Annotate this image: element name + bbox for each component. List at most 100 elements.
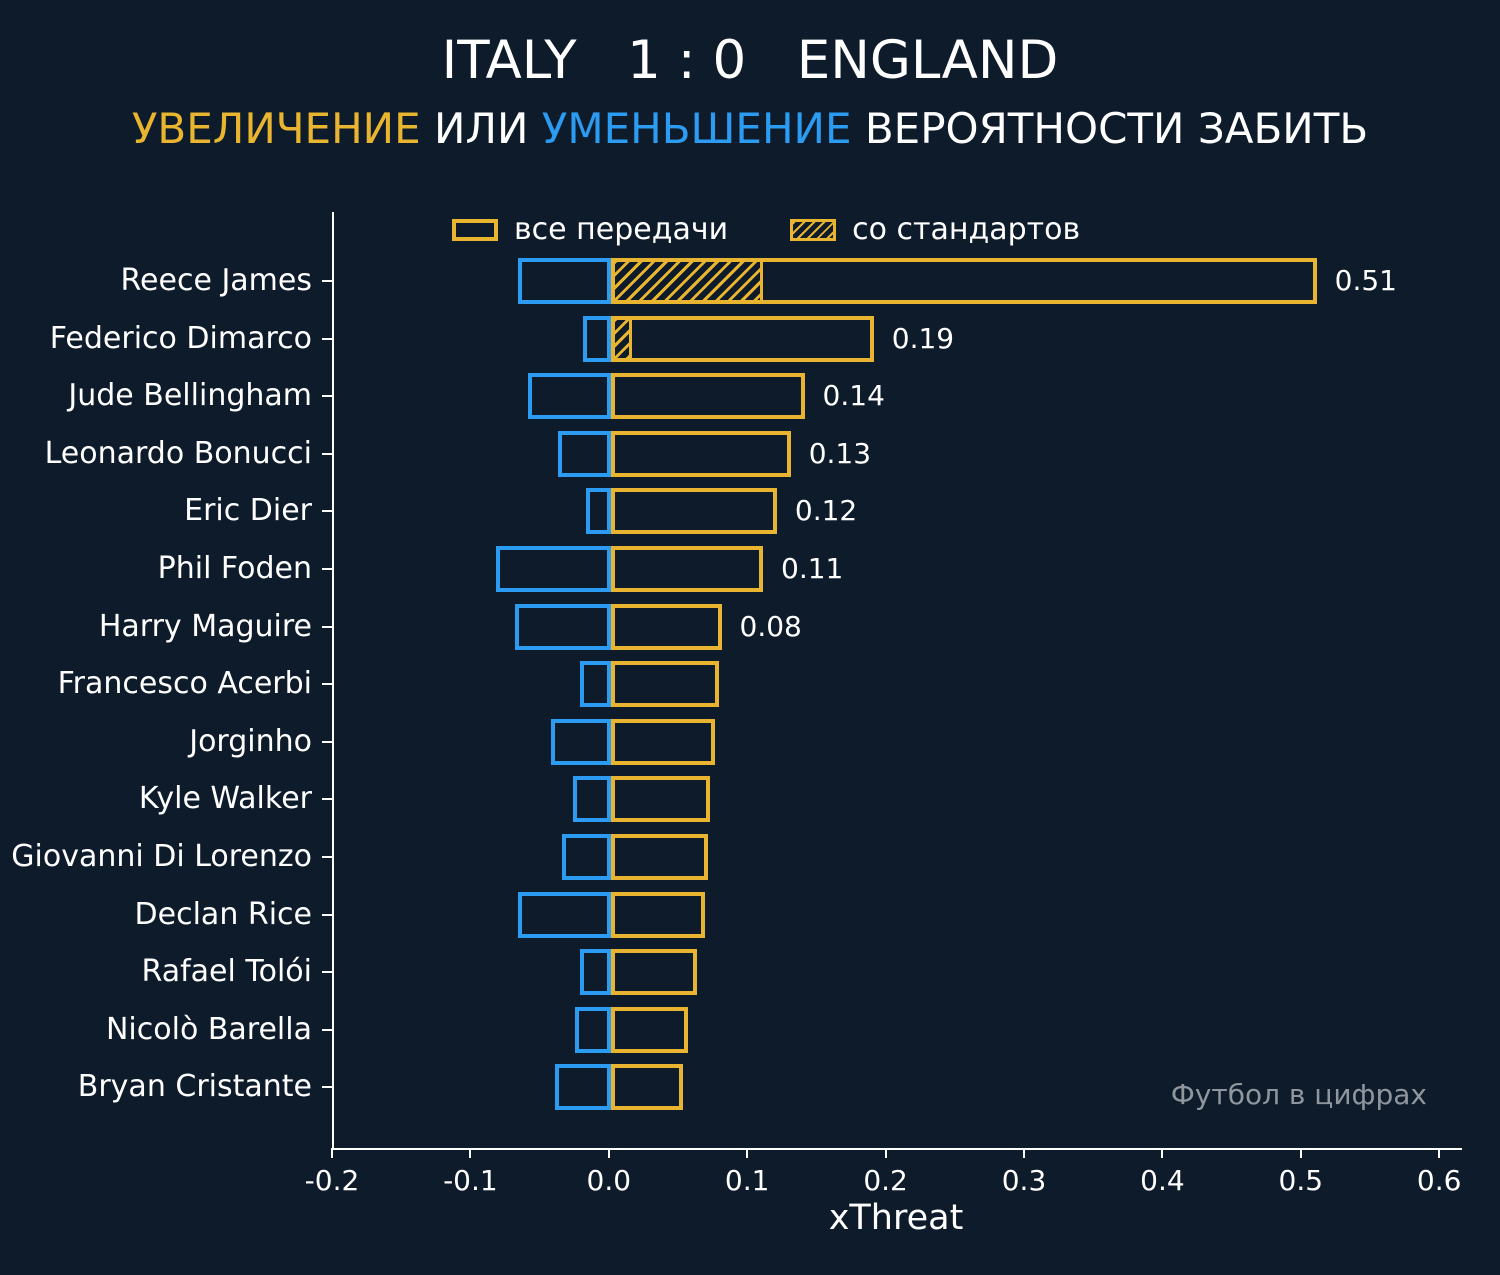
x-tick-label: 0.2 — [863, 1164, 908, 1197]
legend-label-all-passes: все передачи — [514, 212, 729, 247]
y-tick — [322, 337, 332, 340]
plot-area: все передачи со стандартов 0.51 0.19 0.14 0… — [332, 212, 1462, 1150]
bar-set-pieces — [610, 315, 632, 362]
bar-all-passes — [610, 949, 697, 996]
bar-all-passes — [610, 1006, 689, 1053]
y-tick — [322, 280, 332, 282]
x-tick — [469, 1148, 472, 1158]
x-tick-label: 0.4 — [1140, 1164, 1185, 1197]
y-tick — [322, 1086, 332, 1089]
bar-value-label: 0.12 — [794, 494, 858, 528]
y-tick — [322, 971, 332, 974]
x-tick — [607, 1148, 610, 1158]
bar-all-passes — [610, 776, 711, 823]
bar-all-passes — [610, 834, 708, 880]
bar-decrease — [573, 776, 611, 823]
x-tick-label: 0.6 — [1416, 1164, 1462, 1197]
bar-value-label: 0.51 — [1334, 264, 1397, 297]
player-name: Francesco Acerbi — [57, 666, 312, 702]
legend: все передачи со стандартов — [452, 212, 1080, 247]
legend-label-set-pieces: со стандартов — [852, 212, 1081, 247]
player-name: Declan Rice — [134, 896, 312, 932]
bar-decrease — [527, 373, 611, 420]
bar-set-pieces — [610, 258, 764, 304]
subtitle-part: ИЛИ — [420, 104, 542, 153]
player-name: Federico Dimarco — [49, 320, 312, 356]
player-name: Reece James — [120, 263, 312, 298]
x-tick — [1438, 1148, 1441, 1158]
subtitle-part: УВЕЛИЧЕНИЕ — [131, 104, 421, 153]
bar-decrease — [580, 661, 611, 708]
y-tick — [322, 740, 332, 743]
x-tick — [1161, 1148, 1164, 1158]
x-tick-label: 0.1 — [724, 1164, 770, 1197]
bar-all-passes — [610, 373, 805, 420]
bar-decrease — [515, 603, 611, 650]
chart-subtitle: УВЕЛИЧЕНИЕ ИЛИ УМЕНЬШЕНИЕ ВЕРОЯТНОСТИ ЗА… — [0, 104, 1500, 153]
player-name: Eric Dier — [184, 493, 312, 529]
bar-decrease — [555, 1064, 611, 1111]
player-name: Jorginho — [189, 723, 312, 759]
player-name: Giovanni Di Lorenzo — [11, 839, 312, 874]
x-tick-label: 0.3 — [1001, 1164, 1047, 1197]
y-tick — [322, 1028, 332, 1031]
y-tick — [322, 913, 332, 916]
player-name: Leonardo Bonucci — [44, 435, 312, 471]
bar-all-passes — [610, 661, 719, 708]
x-tick — [1023, 1148, 1025, 1158]
bar-all-passes — [610, 315, 874, 362]
y-tick — [322, 856, 332, 858]
x-tick — [331, 1148, 333, 1158]
x-tick-label: 0.5 — [1278, 1164, 1324, 1197]
bar-decrease — [562, 834, 611, 880]
bar-all-passes — [610, 430, 791, 477]
x-tick-label: -0.1 — [443, 1164, 498, 1197]
y-tick — [322, 625, 332, 628]
bar-value-label: 0.14 — [822, 379, 885, 413]
y-tick — [322, 798, 332, 801]
bar-decrease — [574, 1006, 611, 1053]
bar-decrease — [518, 258, 611, 304]
bar-all-passes — [610, 488, 777, 535]
bar-decrease — [580, 949, 611, 996]
subtitle-part: ВЕРОЯТНОСТИ ЗАБИТЬ — [851, 104, 1369, 153]
player-name: Rafael Tolói — [141, 954, 312, 990]
bar-all-passes — [610, 603, 722, 650]
bar-all-passes — [610, 1064, 683, 1111]
subtitle-part: УМЕНЬШЕНИЕ — [541, 104, 852, 153]
player-name: Jude Bellingham — [68, 378, 312, 414]
bar-all-passes — [610, 891, 705, 938]
y-tick — [322, 568, 332, 570]
player-name: Bryan Cristante — [77, 1069, 312, 1105]
bar-decrease — [583, 315, 611, 362]
x-tick-label: 0.0 — [586, 1164, 632, 1197]
bar-value-label: 0.11 — [781, 552, 844, 585]
bar-decrease — [585, 488, 611, 535]
x-tick-label: -0.2 — [304, 1164, 360, 1197]
watermark: Футбол в цифрах — [1170, 1078, 1427, 1111]
bar-decrease — [551, 718, 611, 765]
y-tick — [322, 510, 332, 513]
y-tick — [322, 683, 332, 686]
bar-decrease — [495, 546, 611, 592]
x-tick — [746, 1148, 749, 1158]
player-name: Harry Maguire — [98, 608, 312, 644]
y-tick — [322, 452, 332, 455]
bar-decrease — [518, 891, 611, 938]
x-tick — [884, 1148, 887, 1158]
bar-all-passes — [610, 718, 715, 765]
player-name: Phil Foden — [157, 551, 312, 586]
bar-value-label: 0.19 — [891, 321, 955, 355]
x-tick — [1299, 1148, 1302, 1158]
bar-value-label: 0.08 — [739, 609, 802, 643]
legend-swatch-set-pieces-icon — [790, 218, 837, 241]
y-tick — [322, 395, 332, 398]
x-axis-title: xThreat — [828, 1198, 964, 1238]
match-title: ITALY 1 : 0 ENGLAND — [441, 30, 1059, 91]
legend-swatch-all-passes-icon — [452, 218, 498, 241]
player-name: Kyle Walker — [138, 781, 312, 817]
player-name: Nicolò Barella — [105, 1011, 312, 1047]
bar-value-label: 0.13 — [808, 436, 872, 470]
bar-all-passes — [610, 546, 764, 592]
